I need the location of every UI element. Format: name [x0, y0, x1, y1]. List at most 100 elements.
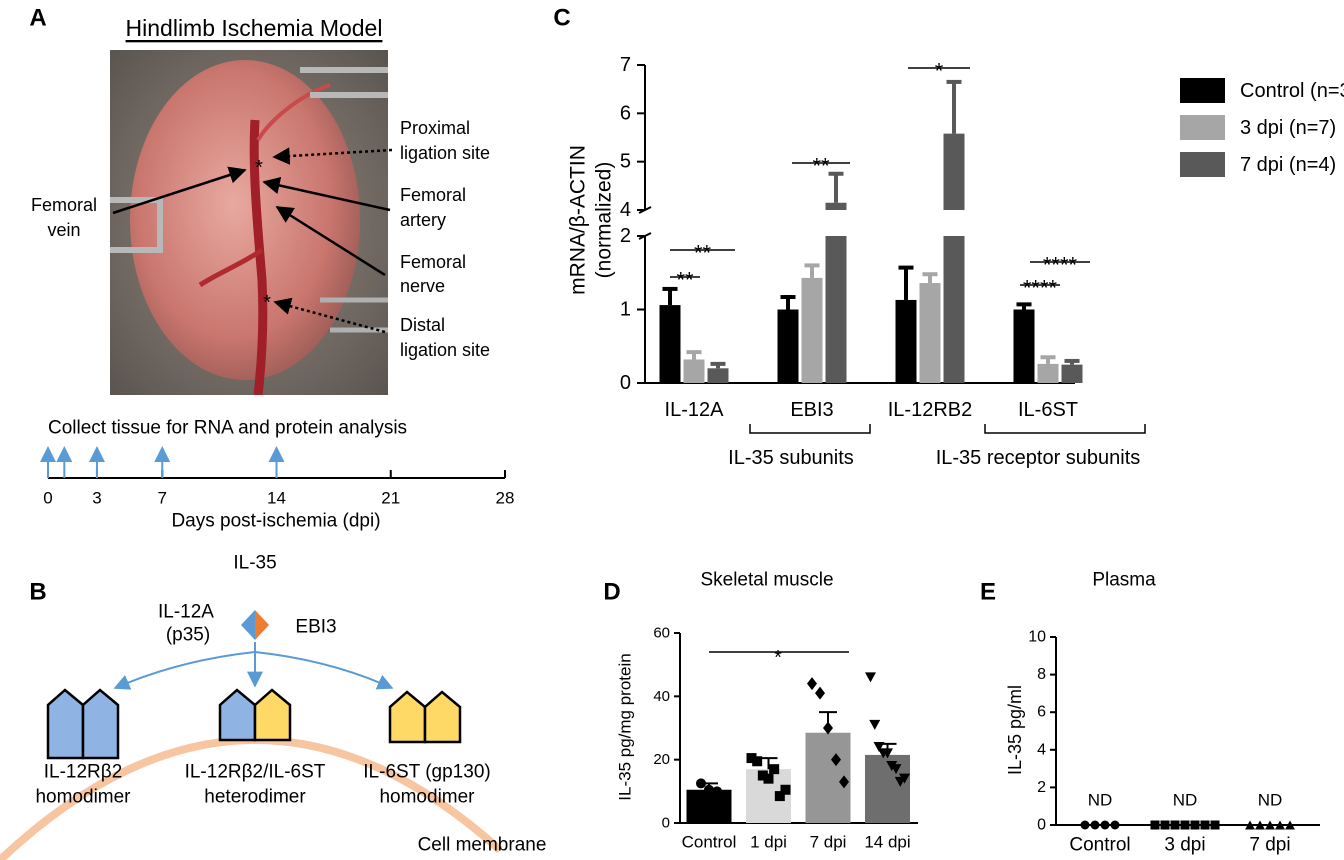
na-label: ND [1258, 791, 1283, 810]
subunit-label: (p35) [166, 625, 210, 646]
x-tick-label: 1 dpi [750, 833, 787, 852]
data-point [839, 775, 849, 789]
bar [943, 133, 965, 383]
error-bar [946, 79, 962, 134]
bar [686, 789, 732, 823]
collection-arrow-head [268, 446, 285, 462]
collection-arrow-head [56, 446, 73, 462]
receptor-name: IL-6ST (gp130) [363, 762, 490, 783]
bar [1037, 363, 1059, 383]
photo-label: Femoral [400, 252, 466, 272]
bar [919, 283, 941, 383]
y-axis-label: (normalized) [593, 162, 616, 279]
photo-label: Proximal [400, 118, 470, 138]
group-bracket [749, 424, 871, 434]
y-tick-label: 2 [620, 225, 631, 247]
signal-arrows [113, 642, 394, 690]
bar [683, 359, 705, 383]
data-point [1080, 820, 1090, 830]
timeline-tick-label: 28 [496, 489, 515, 508]
y-tick-label: 4 [1037, 741, 1046, 758]
bar-upper [943, 133, 965, 210]
membrane-label: Cell membrane [418, 835, 547, 856]
y-tick-label: 6 [1037, 704, 1046, 721]
data-point [1090, 820, 1100, 830]
ligand-label: IL-35 [233, 553, 276, 574]
surgery-photo [110, 50, 388, 395]
timeline-tick-label: 14 [267, 489, 286, 508]
photo-label: nerve [400, 276, 445, 296]
group-bracket [984, 424, 1146, 434]
y-tick-label: 5 [620, 151, 631, 173]
group-label: IL-35 receptor subunits [936, 447, 1141, 469]
data-point [763, 773, 774, 784]
legend-swatch [1180, 78, 1225, 103]
legend-label: Control (n=3) [1240, 80, 1344, 102]
receptors [46, 688, 462, 760]
data-point [1110, 820, 1120, 830]
photo-label: Femoral [31, 195, 97, 215]
collection-arrow-head [154, 446, 171, 462]
significance-label: **** [1043, 253, 1078, 278]
collection-arrow-head [40, 446, 56, 462]
panel-letter: E [980, 579, 996, 606]
bar [659, 305, 681, 383]
panel-letter: D [603, 579, 620, 606]
error-bar [780, 295, 796, 310]
x-tick-label: 3 dpi [1164, 835, 1205, 856]
data-point [1285, 820, 1295, 830]
collection-arrow [88, 446, 105, 478]
il35-diamond [241, 610, 269, 640]
collection-arrow [154, 446, 171, 478]
panel-letter: A [29, 5, 46, 32]
legend-label: 3 dpi (n=7) [1240, 117, 1336, 139]
y-tick-label: 1 [620, 299, 631, 321]
panel-title: Hindlimb Ischemia Model [126, 15, 383, 41]
collection-arrow-head [88, 446, 105, 462]
data-point [807, 677, 817, 691]
bar-lower [943, 236, 965, 383]
error-bar [804, 263, 820, 278]
error-bar [828, 171, 844, 203]
data-point [752, 756, 763, 767]
x-tick-label: 14 dpi [864, 833, 910, 852]
data-point [899, 773, 910, 784]
photo-label: Distal [400, 315, 445, 335]
data-point [823, 721, 833, 735]
timeline-tick-label: 7 [158, 489, 167, 508]
y-tick-label: 6 [620, 102, 631, 124]
bar [801, 277, 823, 383]
data-point [704, 784, 714, 795]
photo-asterisk: * [255, 157, 263, 179]
x-tick-label: 7 dpi [1249, 835, 1290, 856]
data-point [1275, 820, 1285, 830]
data-point [1150, 820, 1160, 830]
error-bar [710, 361, 726, 369]
receptor-kind: homodimer [379, 787, 475, 808]
y-tick-label: 10 [1028, 629, 1046, 646]
photo-label: ligation site [400, 143, 490, 163]
data-point [1210, 820, 1220, 830]
data-point [696, 778, 706, 789]
photo-label: artery [400, 210, 446, 230]
collection-arrow [268, 446, 285, 478]
receptor-kind: heterodimer [204, 787, 306, 808]
x-tick-label: EBI3 [790, 399, 833, 421]
error-bar [759, 757, 778, 770]
y-tick-label: 60 [653, 625, 670, 642]
photo-label: ligation site [400, 340, 490, 360]
y-tick-label: 0 [662, 815, 670, 832]
significance-label: **** [1023, 276, 1058, 301]
bar [865, 754, 910, 823]
timeline-caption: Collect tissue for RNA and protein analy… [48, 418, 407, 439]
legend-swatch [1180, 152, 1225, 177]
x-tick-label: Control [682, 833, 737, 852]
error-bar [1040, 355, 1056, 364]
data-point [865, 672, 876, 683]
na-label: ND [1173, 791, 1198, 810]
y-axis-label: mRNA/β-ACTIN [567, 145, 590, 295]
photo-asterisk: * [263, 292, 271, 314]
receptor-kind: homodimer [35, 787, 131, 808]
bar [707, 368, 729, 383]
data-point [831, 753, 841, 767]
